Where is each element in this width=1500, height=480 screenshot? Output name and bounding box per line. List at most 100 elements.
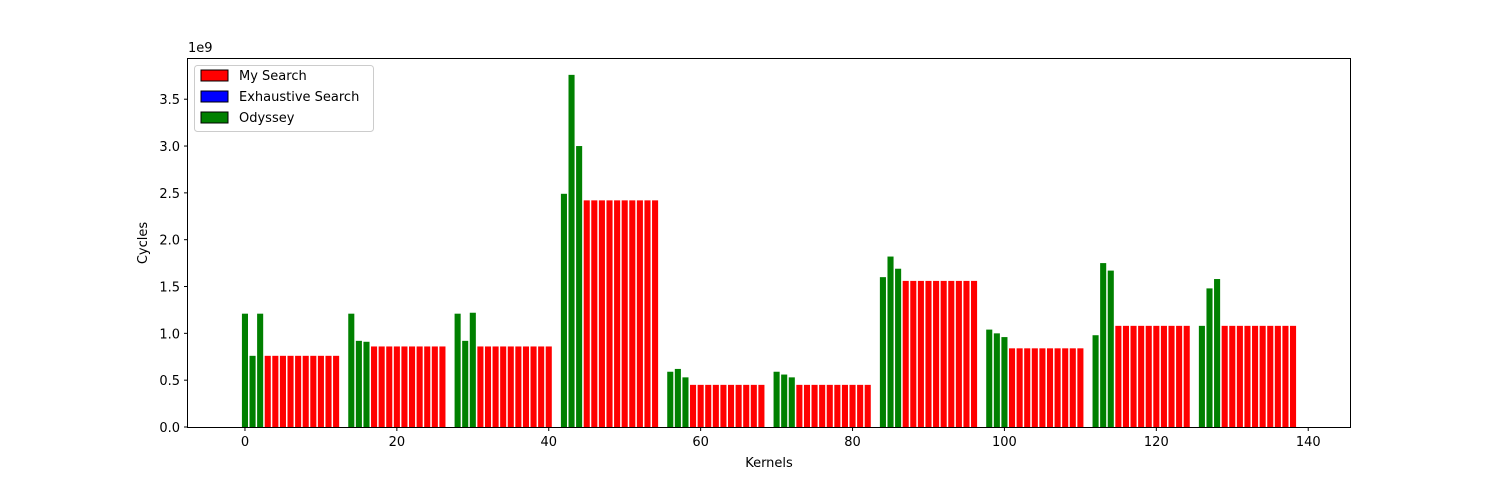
bar-my-search-95 xyxy=(963,280,970,427)
bar-my-search-116 xyxy=(1122,325,1129,427)
bar-my-search-101 xyxy=(1008,348,1016,427)
x-axis-label: Kernels xyxy=(745,456,793,471)
bar-my-search-49 xyxy=(614,200,621,427)
legend-label-my-search: My Search xyxy=(239,69,307,84)
bar-odyssey-14 xyxy=(348,313,355,427)
y-tick-label: 0.0 xyxy=(159,421,180,436)
bar-my-search-76 xyxy=(819,384,826,427)
bar-my-search-102 xyxy=(1016,348,1023,427)
bar-odyssey-16 xyxy=(363,341,370,427)
bar-odyssey-98 xyxy=(986,329,993,427)
bar-my-search-51 xyxy=(629,200,636,427)
x-tick-label: 40 xyxy=(540,435,557,450)
bar-odyssey-1 xyxy=(249,355,256,427)
bar-my-search-68 xyxy=(758,384,765,427)
bar-my-search-18 xyxy=(378,346,385,427)
bar-my-search-39 xyxy=(538,346,545,427)
bar-my-search-136 xyxy=(1274,325,1281,427)
legend-label-exhaustive-search: Exhaustive Search xyxy=(239,90,359,105)
bar-my-search-120 xyxy=(1153,325,1160,427)
bar-my-search-54 xyxy=(652,200,659,427)
bar-my-search-119 xyxy=(1145,325,1152,427)
bar-odyssey-70 xyxy=(773,371,780,427)
bar-my-search-78 xyxy=(834,384,841,427)
bar-my-search-92 xyxy=(940,280,947,427)
bar-my-search-77 xyxy=(826,384,833,427)
y-tick-label: 2.5 xyxy=(159,187,180,202)
bar-my-search-25 xyxy=(431,346,438,427)
bar-odyssey-126 xyxy=(1198,325,1205,427)
bar-my-search-66 xyxy=(743,384,750,427)
bar-my-search-80 xyxy=(849,384,856,427)
legend: My Search Exhaustive Search Odyssey xyxy=(194,65,374,132)
bar-my-search-9 xyxy=(310,355,317,427)
bar-my-search-48 xyxy=(606,200,613,427)
bar-my-search-130 xyxy=(1229,325,1236,427)
bar-my-search-6 xyxy=(287,355,294,427)
bar-my-search-81 xyxy=(857,384,864,427)
bar-my-search-132 xyxy=(1244,325,1251,427)
bar-odyssey-2 xyxy=(257,313,264,427)
y-offset-text: 1e9 xyxy=(188,41,213,56)
bar-odyssey-28 xyxy=(454,313,461,427)
bar-my-search-60 xyxy=(697,384,704,427)
legend-label-odyssey: Odyssey xyxy=(239,111,295,126)
bar-odyssey-113 xyxy=(1100,263,1107,427)
bar-my-search-117 xyxy=(1130,325,1137,427)
x-tick-label: 20 xyxy=(389,435,406,450)
y-axis-ticks: 0.0 0.5 1.0 1.5 2.0 2.5 3.0 3.5 xyxy=(159,93,188,436)
bar-my-search-110 xyxy=(1077,348,1084,427)
bar-odyssey-85 xyxy=(887,256,894,427)
bar-my-search-107 xyxy=(1054,348,1061,427)
y-tick-label: 1.0 xyxy=(159,327,180,342)
bar-my-search-26 xyxy=(439,346,446,427)
bar-my-search-36 xyxy=(515,346,522,427)
x-axis-ticks: 0 20 40 60 80 100 120 140 xyxy=(241,427,1321,450)
bar-my-search-17 xyxy=(371,346,378,427)
bar-my-search-133 xyxy=(1252,325,1259,427)
bar-my-search-38 xyxy=(530,346,537,427)
bar-my-search-90 xyxy=(925,280,932,427)
bar-my-search-63 xyxy=(720,384,727,427)
bar-my-search-109 xyxy=(1069,348,1076,427)
bar-my-search-115 xyxy=(1115,325,1122,427)
bar-my-search-52 xyxy=(636,200,643,427)
bar-my-search-31 xyxy=(477,346,484,427)
bar-my-search-121 xyxy=(1160,325,1167,427)
bar-my-search-134 xyxy=(1259,325,1266,427)
bar-my-search-19 xyxy=(386,346,393,427)
bar-my-search-137 xyxy=(1282,325,1289,427)
bar-odyssey-84 xyxy=(879,277,886,427)
bar-my-search-23 xyxy=(416,346,423,427)
bar-my-search-45 xyxy=(583,200,590,427)
bar-my-search-94 xyxy=(955,280,962,427)
bar-my-search-35 xyxy=(507,346,514,427)
bar-odyssey-0 xyxy=(241,313,248,427)
bar-my-search-10 xyxy=(317,355,324,427)
bar-odyssey-42 xyxy=(560,193,567,427)
legend-box xyxy=(194,65,374,132)
bar-my-search-11 xyxy=(325,355,332,427)
bar-my-search-75 xyxy=(811,384,818,427)
bar-odyssey-71 xyxy=(781,374,788,427)
bar-my-search-37 xyxy=(522,346,530,427)
bar-my-search-33 xyxy=(492,346,499,427)
bar-my-search-3 xyxy=(264,355,271,427)
bar-my-search-7 xyxy=(295,355,302,427)
y-tick-label: 0.5 xyxy=(159,374,180,389)
bar-my-search-67 xyxy=(750,384,757,427)
y-tick-label: 3.5 xyxy=(159,93,180,108)
legend-swatch-odyssey xyxy=(200,111,229,124)
x-tick-label: 80 xyxy=(844,435,861,450)
x-tick-label: 120 xyxy=(1144,435,1169,450)
x-tick-label: 100 xyxy=(992,435,1017,450)
bar-my-search-105 xyxy=(1039,348,1046,427)
bar-odyssey-44 xyxy=(576,146,583,428)
bar-my-search-87 xyxy=(902,280,909,427)
bar-my-search-22 xyxy=(409,346,416,427)
bar-my-search-32 xyxy=(484,346,492,427)
bar-odyssey-99 xyxy=(993,333,1000,427)
bar-my-search-135 xyxy=(1267,325,1274,427)
bar-odyssey-30 xyxy=(469,312,476,427)
